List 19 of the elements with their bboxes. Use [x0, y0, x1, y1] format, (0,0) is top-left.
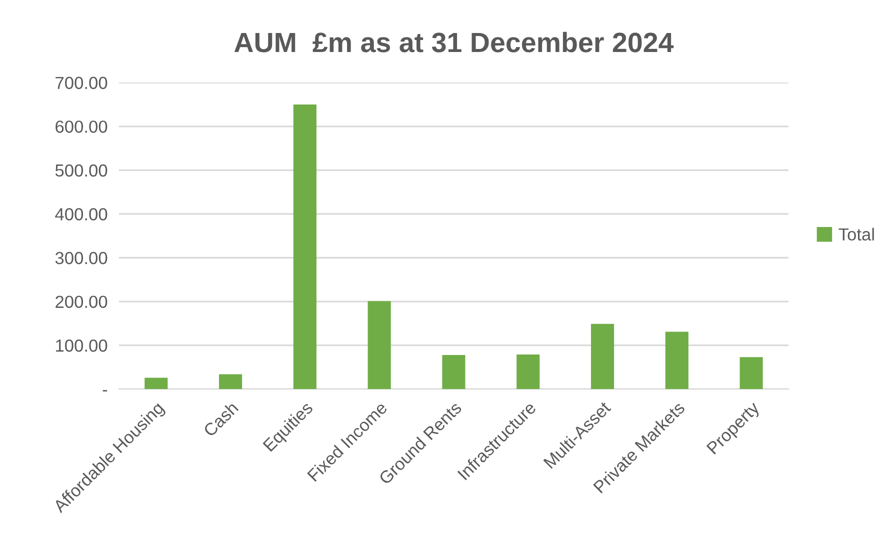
bar	[144, 378, 168, 390]
bar	[442, 354, 466, 390]
bar	[590, 324, 614, 390]
y-tick-label: 400.00	[55, 208, 108, 220]
y-tick-label: -	[102, 390, 108, 392]
y-tick-label: 500.00	[55, 164, 108, 177]
bar	[665, 332, 688, 390]
chart-title: AUM £m as at 31 December 2024	[234, 32, 674, 52]
legend-label: Total	[838, 228, 874, 241]
y-tick-label: 100.00	[56, 339, 108, 352]
bar	[293, 104, 316, 390]
y-tick-label: 300.00	[55, 252, 108, 264]
bar	[368, 301, 391, 390]
bar	[740, 357, 763, 390]
y-tick-label: 600.00	[56, 120, 108, 133]
bar	[218, 374, 242, 390]
y-tick-label: 700.00	[56, 76, 108, 90]
bar	[516, 354, 540, 390]
y-tick-label: 200.00	[56, 296, 108, 308]
